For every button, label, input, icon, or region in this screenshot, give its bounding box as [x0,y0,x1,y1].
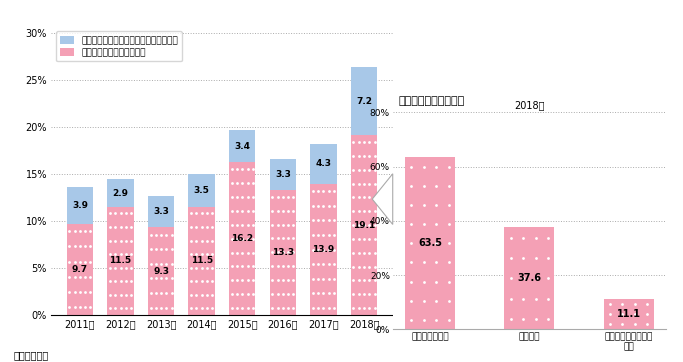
Bar [107,180,134,207]
Text: 9.3: 9.3 [153,267,169,276]
Text: 9.7: 9.7 [72,265,88,274]
Text: 11.5: 11.5 [109,256,132,265]
Bar [148,196,174,227]
Bar [351,67,377,135]
Text: 3.3: 3.3 [275,170,291,179]
Text: 13.9: 13.9 [312,245,335,254]
Text: 2.9: 2.9 [113,189,128,198]
Text: 13.3: 13.3 [272,248,294,257]
Bar [67,224,93,315]
Bar [229,130,255,163]
Text: 3.9: 3.9 [72,201,88,210]
Bar [604,299,654,329]
Text: 2018年: 2018年 [514,100,544,110]
Text: 3.4: 3.4 [234,142,250,151]
Text: 11.1: 11.1 [617,310,641,319]
Bar [189,207,215,315]
Text: 7.2: 7.2 [356,97,372,106]
Text: 37.6: 37.6 [517,273,542,283]
Bar [351,135,377,315]
Text: 3.5: 3.5 [194,186,210,195]
Bar [405,157,455,329]
Bar [148,227,174,315]
Text: 16.2: 16.2 [232,234,253,243]
Bar [189,174,215,207]
Bar [229,163,255,315]
Text: 19.1: 19.1 [353,220,375,230]
Bar [310,144,337,184]
Bar [270,159,296,190]
Bar [505,227,554,329]
Text: 11.5: 11.5 [191,256,212,265]
Bar [270,190,296,315]
Text: 63.5: 63.5 [418,238,442,248]
Legend: 導入していないが、今後導入予定がある, テレワークを導入している: 導入していないが、今後導入予定がある, テレワークを導入している [56,31,182,62]
Text: 3.3: 3.3 [153,207,169,216]
Text: 4.3: 4.3 [316,159,331,168]
Bar [310,184,337,315]
Bar [107,207,134,315]
Bar [67,187,93,224]
Text: 2018年（n=2,106）: 2018年（n=2,106） [0,361,1,362]
Text: テレワークの導入形態: テレワークの導入形態 [398,96,464,106]
Text: 資料）総務省: 資料）総務省 [14,350,49,360]
